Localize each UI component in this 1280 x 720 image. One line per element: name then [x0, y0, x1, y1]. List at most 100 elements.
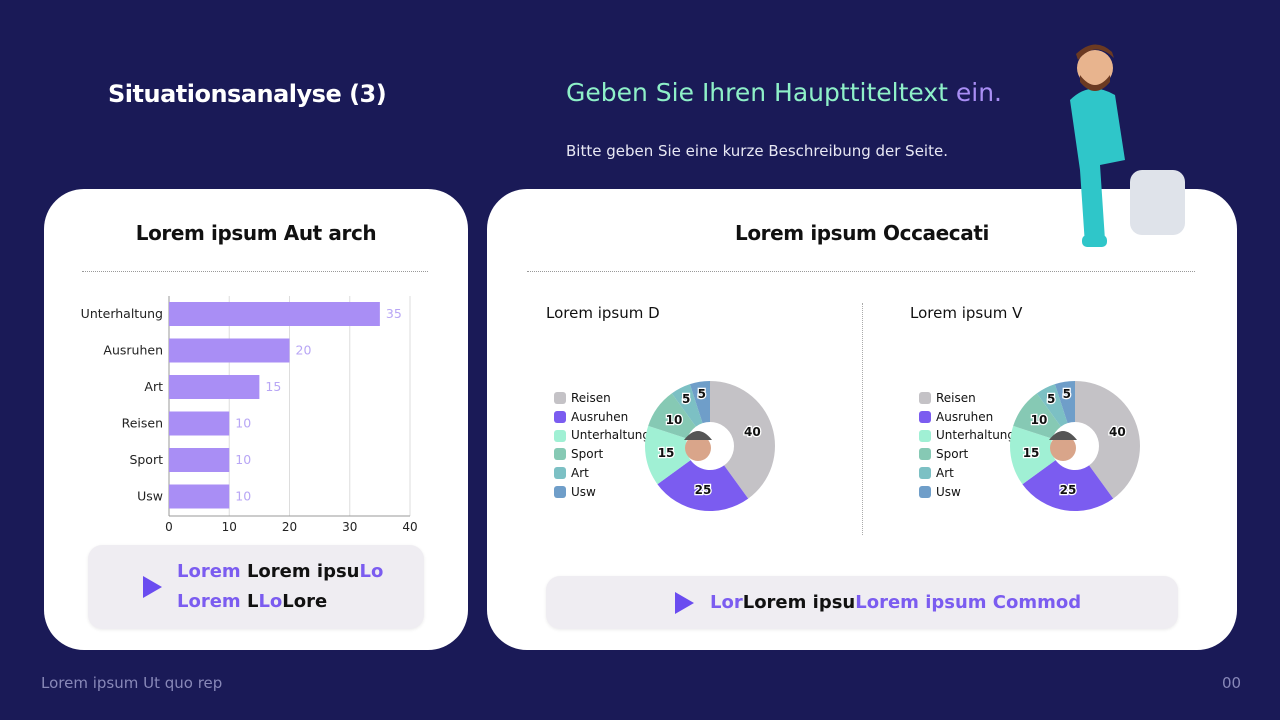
- data-label: 10: [235, 489, 251, 504]
- donut-slice: [689, 381, 710, 424]
- legend-swatch: [919, 467, 931, 480]
- legend-item: Ausruhen: [919, 408, 1015, 427]
- bar: [169, 375, 260, 399]
- legend-swatch: [919, 448, 931, 461]
- footer-text: Lorem ipsum Ut quo rep: [41, 674, 223, 692]
- legend-label: Unterhaltung: [571, 428, 651, 443]
- category-label: Reisen: [122, 416, 163, 431]
- legend-swatch: [554, 467, 566, 480]
- callout-segment: Lo: [359, 561, 384, 582]
- legend-item: Reisen: [554, 389, 650, 408]
- x-tick-label: 20: [282, 520, 297, 534]
- callout-line: Lorem LLoLore: [177, 587, 383, 617]
- businessman-illustration: [1070, 44, 1230, 247]
- left-callout: Lorem Lorem ipsuLo Lorem LLoLore: [88, 545, 424, 629]
- headline-part2: ein.: [947, 78, 1002, 107]
- category-label: Sport: [129, 452, 163, 467]
- legend-label: Art: [936, 465, 954, 480]
- callout-segment: Lorem ipsum Commod: [855, 592, 1082, 613]
- x-tick-label: 40: [402, 520, 417, 534]
- data-label: 35: [386, 306, 402, 321]
- legend-item: Ausruhen: [554, 408, 650, 427]
- headline: Geben Sie Ihren Haupttiteltext ein.: [566, 78, 1002, 107]
- right-callout: LorLorem ipsuLorem ipsum Commod: [546, 576, 1178, 629]
- play-icon: [675, 592, 694, 614]
- legend-item: Art: [554, 464, 650, 483]
- callout-segment: Lorem ipsu: [742, 592, 856, 613]
- donut-chart-1: 40 25 15 10 5 5: [645, 381, 775, 511]
- left-card-title: Lorem ipsum Aut arch: [135, 221, 377, 245]
- donut-slice: [1010, 425, 1056, 485]
- slice-label: 5: [682, 392, 690, 406]
- slice-label: 25: [695, 483, 712, 497]
- bar: [169, 411, 230, 436]
- legend-item: Sport: [919, 445, 1015, 464]
- bar: [169, 484, 230, 509]
- donut-slice: [1075, 381, 1140, 499]
- legend-label: Sport: [571, 447, 604, 462]
- callout-segment: Lorem: [177, 561, 247, 582]
- category-label: Usw: [137, 489, 163, 504]
- callout-segment: Lorem: [177, 591, 247, 612]
- legend-label: Usw: [936, 484, 961, 499]
- legend-item: Reisen: [919, 389, 1015, 408]
- headline-part1: Geben Sie Ihren Haupttiteltext: [566, 78, 948, 107]
- callout-segment: Lorem ipsu: [246, 561, 360, 582]
- avatar-icon: [1050, 435, 1076, 461]
- bar: [169, 448, 230, 472]
- legend-label: Ausruhen: [571, 409, 629, 424]
- category-label: Ausruhen: [103, 343, 163, 358]
- legend-label: Ausruhen: [936, 409, 994, 424]
- donut-slice: [1036, 384, 1068, 427]
- legend-item: Unterhaltung: [919, 426, 1015, 445]
- donut-slice: [648, 393, 696, 439]
- donut-title-1: Lorem ipsum D: [546, 304, 660, 322]
- slice-label: 10: [666, 413, 683, 427]
- page-title: Situationsanalyse (3): [108, 80, 387, 108]
- callout-segment: Lor: [710, 592, 743, 613]
- donut-slice: [645, 425, 691, 485]
- right-card-title: Lorem ipsum Occaecati: [735, 221, 989, 245]
- avatar-icon: [685, 435, 711, 461]
- legend-item: Usw: [554, 483, 650, 502]
- legend-item: Sport: [554, 445, 650, 464]
- play-icon: [143, 576, 162, 598]
- legend-label: Unterhaltung: [936, 428, 1016, 443]
- donut-slice: [1013, 393, 1061, 439]
- callout-line: LorLorem ipsuLorem ipsum Commod: [710, 588, 1081, 618]
- callout-segment: L: [246, 591, 259, 612]
- slice-label: 15: [658, 446, 675, 460]
- legend-swatch: [919, 429, 931, 442]
- legend-item: Usw: [919, 483, 1015, 502]
- donut-slice: [657, 460, 749, 511]
- donut-slice: [1022, 460, 1114, 511]
- legend-swatch: [554, 411, 566, 424]
- page-number: 00: [1222, 674, 1242, 692]
- slice-label: 40: [744, 425, 761, 439]
- donut-title-2: Lorem ipsum V: [910, 304, 1023, 322]
- slice-label: 5: [1063, 387, 1071, 401]
- divider: [82, 271, 428, 272]
- legend-label: Reisen: [936, 391, 976, 405]
- callout-segment: Lore: [282, 591, 328, 612]
- donut-legend-2: Reisen Ausruhen Unterhaltung Sport Art Usw: [919, 389, 1015, 501]
- legend-swatch: [554, 485, 566, 498]
- right-callout-text: LorLorem ipsuLorem ipsum Commod: [710, 588, 1081, 618]
- data-label: 15: [265, 379, 281, 394]
- bar-chart: 0 10 20 30 40 Unterhaltung 35 Ausruhen 20 Art 15 Re…: [81, 296, 418, 534]
- avatar-hair-icon: [1049, 431, 1077, 440]
- page-description: Bitte geben Sie eine kurze Beschreibung …: [566, 142, 948, 160]
- legend-item: Unterhaltung: [554, 426, 650, 445]
- left-card: Lorem ipsum Aut arch 0 10 20 30 40 Unterhaltu…: [44, 189, 468, 650]
- divider: [527, 271, 1195, 272]
- data-label: 10: [235, 416, 251, 431]
- legend-swatch: [554, 448, 566, 461]
- legend-swatch: [919, 392, 931, 405]
- data-label: 20: [296, 343, 312, 358]
- x-tick-label: 10: [222, 520, 237, 534]
- data-label: 10: [235, 452, 251, 467]
- donut-slice: [710, 381, 775, 499]
- donut-chart-2: 40 25 15 10 5 5: [1010, 381, 1140, 511]
- donut-slice: [1054, 381, 1075, 424]
- bar: [169, 338, 290, 363]
